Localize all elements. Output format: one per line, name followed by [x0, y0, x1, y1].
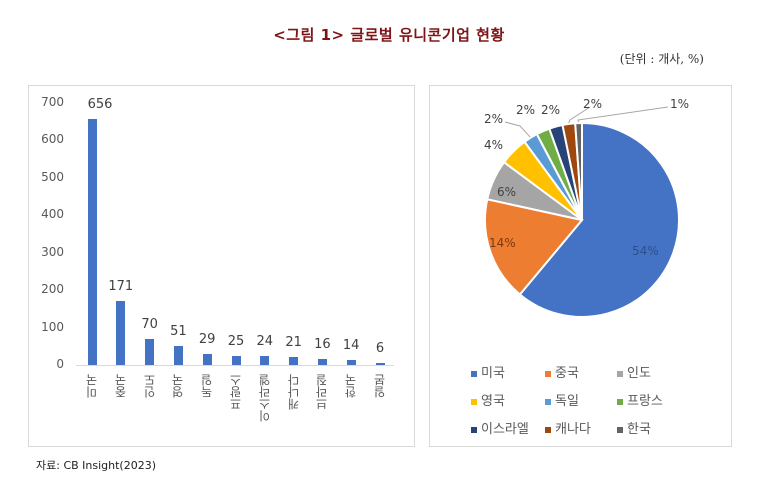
legend-swatch-icon — [545, 398, 551, 405]
y-tick-label: 400 — [41, 207, 64, 222]
legend-swatch-icon — [545, 370, 551, 377]
leader-line — [568, 106, 591, 124]
y-tick-label: 0 — [56, 357, 64, 371]
x-axis-line — [76, 365, 394, 366]
legend-swatch-icon — [471, 426, 477, 433]
pie-value-label: 54% — [632, 244, 659, 258]
y-tick-label: 700 — [41, 95, 64, 109]
bar-value-label: 29 — [198, 332, 216, 348]
bar-value-label: 51 — [170, 323, 187, 339]
pie-slice — [484, 198, 584, 296]
y-tick-label: 600 — [41, 132, 64, 147]
bar-value-label: 24 — [256, 334, 274, 350]
bar-value-label: 14 — [342, 337, 360, 353]
pie-value-label: 2% — [516, 103, 536, 117]
legend-item: 독일 — [545, 390, 579, 409]
bar-value-label: 171 — [108, 278, 134, 294]
bar-value-label: 6 — [375, 340, 385, 356]
bar — [202, 354, 212, 365]
y-tick-label: 100 — [41, 319, 64, 334]
legend-label: 미국 — [481, 366, 505, 381]
legend-item: 이스라엘 — [471, 418, 529, 437]
leader-line — [577, 106, 669, 123]
bar-value-label: 70 — [141, 316, 158, 332]
legend-label: 인도 — [627, 366, 651, 381]
legend-label: 중국 — [555, 366, 579, 381]
legend-swatch-icon — [617, 370, 623, 377]
y-tick-label: 300 — [41, 244, 64, 259]
legend-swatch-icon — [545, 426, 551, 433]
figure-title: <그림 1> 글로벌 유니콘기업 현황 — [273, 26, 505, 44]
legend-swatch-icon — [617, 398, 623, 405]
legend-item: 한국 — [617, 418, 651, 437]
legend-label: 프랑스 — [627, 394, 663, 409]
legend-item: 중국 — [545, 362, 579, 381]
unit-label: (단위 : 개사, %) — [619, 52, 704, 66]
bar — [375, 362, 385, 365]
bar-value-label: 16 — [314, 337, 331, 352]
pie-value-label: 14% — [489, 236, 516, 250]
pie-slice — [574, 121, 583, 221]
bar-value-label: 656 — [87, 97, 113, 113]
bar — [317, 359, 327, 365]
bar — [145, 338, 155, 365]
legend-swatch-icon — [471, 398, 477, 405]
legend-label: 영국 — [481, 394, 505, 409]
pie-value-label: 1% — [670, 97, 690, 111]
legend-label: 이스라엘 — [481, 422, 529, 437]
bar — [116, 300, 126, 365]
pie-slice — [518, 121, 680, 318]
y-tick-label: 500 — [41, 169, 64, 184]
bar — [87, 119, 97, 365]
bar — [231, 355, 241, 365]
bar-value-label: 21 — [285, 335, 302, 351]
legend-label: 캐나다 — [555, 422, 591, 437]
legend-item: 프랑스 — [617, 390, 663, 409]
legend-item: 캐나다 — [545, 418, 591, 437]
legend-label: 한국 — [627, 422, 651, 437]
y-tick-label: 200 — [41, 282, 64, 297]
legend-item: 인도 — [617, 362, 651, 381]
pie-value-label: 2% — [541, 103, 561, 117]
pie-value-label: 6% — [497, 185, 517, 199]
pie-value-label: 4% — [484, 138, 504, 152]
bar — [260, 356, 270, 365]
legend-swatch-icon — [617, 426, 623, 433]
leader-line — [504, 121, 531, 138]
legend-item: 영국 — [471, 390, 505, 409]
pie-value-label: 2% — [484, 112, 504, 126]
legend-label: 독일 — [555, 394, 579, 409]
pie-value-label: 2% — [583, 97, 603, 111]
source-note: 자료: CB Insight(2023) — [36, 459, 157, 472]
bar — [289, 357, 299, 365]
bar — [346, 359, 356, 365]
bar-value-label: 25 — [227, 333, 245, 349]
bar — [173, 345, 183, 365]
legend-item: 미국 — [471, 362, 505, 381]
legend-swatch-icon — [471, 370, 477, 377]
